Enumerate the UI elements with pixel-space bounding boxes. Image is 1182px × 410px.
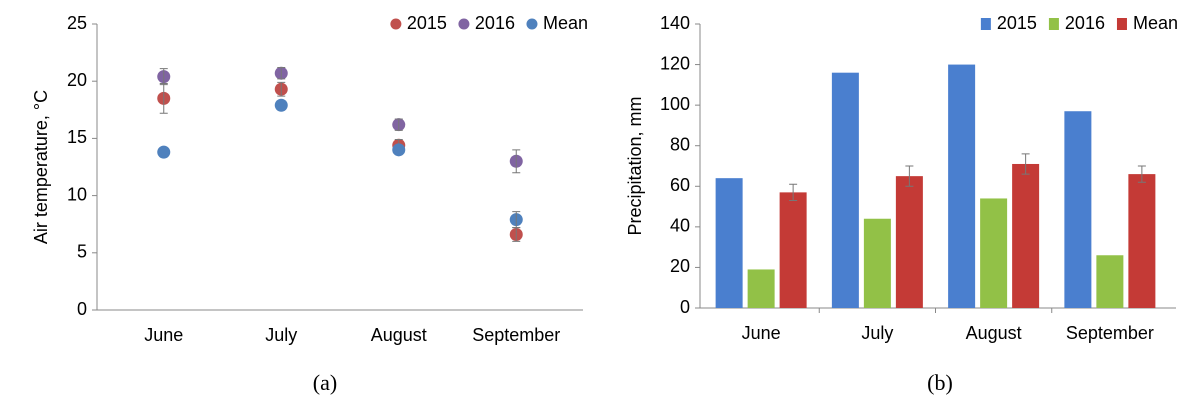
bar — [831, 72, 859, 308]
legend-label: Mean — [1133, 13, 1178, 33]
x-tick-label: September — [472, 325, 560, 345]
error-bar — [394, 118, 403, 131]
bar — [1128, 174, 1156, 308]
legend-label: 2016 — [475, 13, 515, 33]
x-tick-label: June — [742, 323, 781, 343]
error-bar — [1021, 153, 1030, 175]
y-tick-label: 100 — [660, 94, 690, 114]
y-axis-label: Air temperature, °C — [31, 90, 51, 244]
legend-swatch — [1048, 18, 1059, 30]
error-bar — [512, 149, 521, 174]
y-tick-label: 5 — [77, 242, 87, 262]
bar — [948, 64, 976, 308]
point — [157, 145, 171, 159]
legend-label: 2015 — [407, 13, 447, 33]
error-bar — [159, 68, 168, 86]
y-tick-label: 120 — [660, 53, 690, 73]
x-tick-label: September — [1066, 323, 1154, 343]
error-bar — [1137, 165, 1146, 183]
bar — [980, 198, 1008, 308]
y-tick-label: 20 — [67, 70, 87, 90]
bar — [715, 178, 743, 308]
error-bar — [277, 66, 286, 80]
bar — [779, 192, 807, 308]
legend-swatch — [980, 18, 991, 30]
y-tick-label: 20 — [670, 256, 690, 276]
point — [392, 143, 406, 157]
y-tick-label: 0 — [680, 297, 690, 317]
y-tick-label: 140 — [660, 13, 690, 33]
legend-label: Mean — [543, 13, 588, 33]
x-tick-label: August — [371, 325, 427, 345]
bar — [895, 176, 923, 308]
y-tick-label: 80 — [670, 134, 690, 154]
x-tick-label: July — [861, 323, 893, 343]
y-tick-label: 10 — [67, 184, 87, 204]
legend-swatch — [458, 18, 470, 30]
y-axis-label: Precipitation, mm — [625, 96, 645, 235]
y-tick-label: 25 — [67, 13, 87, 33]
caption: (a) — [313, 370, 337, 395]
bar — [1064, 111, 1092, 308]
legend-label: 2016 — [1065, 13, 1105, 33]
legend-swatch — [1116, 18, 1127, 30]
bar — [1096, 255, 1124, 308]
bar — [747, 269, 775, 308]
y-tick-label: 40 — [670, 216, 690, 236]
x-tick-label: June — [144, 325, 183, 345]
legend-swatch — [390, 18, 402, 30]
error-bar — [277, 81, 286, 97]
legend-label: 2015 — [997, 13, 1037, 33]
error-bar — [905, 165, 914, 187]
legend-swatch — [526, 18, 538, 30]
error-bar — [512, 211, 521, 229]
y-tick-label: 15 — [67, 127, 87, 147]
bar — [863, 218, 891, 308]
x-tick-label: August — [966, 323, 1022, 343]
y-tick-label: 60 — [670, 175, 690, 195]
y-tick-label: 0 — [77, 299, 87, 319]
point — [274, 98, 288, 112]
caption: (b) — [927, 370, 953, 395]
bar — [1012, 163, 1040, 308]
x-tick-label: July — [265, 325, 297, 345]
error-bar — [789, 183, 798, 201]
